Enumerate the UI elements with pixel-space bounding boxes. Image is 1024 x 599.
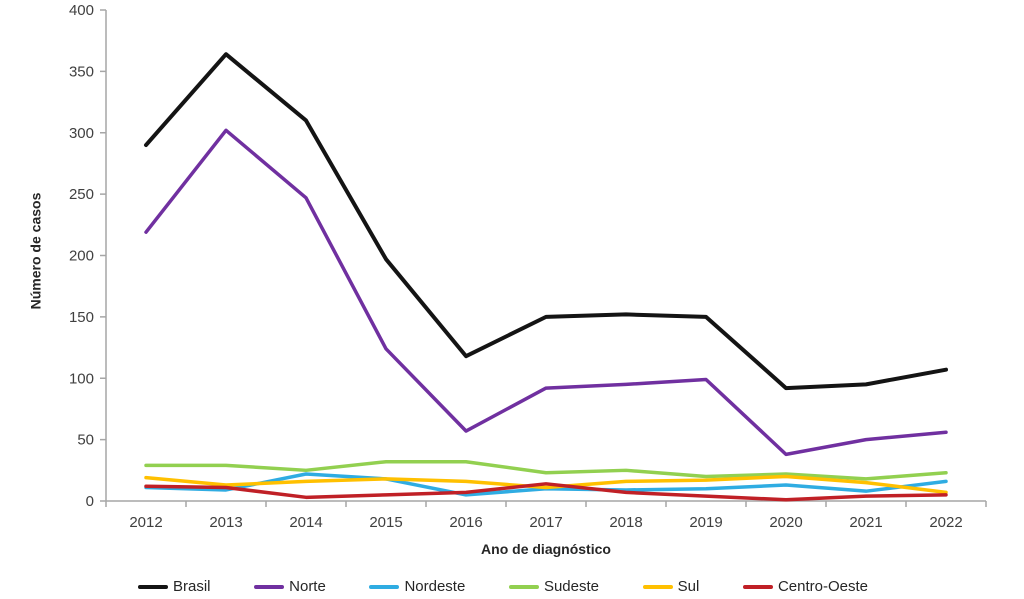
- legend-label: Norte: [289, 578, 326, 595]
- x-axis-title: Ano de diagnóstico: [481, 541, 611, 557]
- legend-swatch-icon: [254, 584, 285, 589]
- legend-label: Sudeste: [543, 578, 599, 595]
- legend-label: Brasil: [173, 578, 211, 595]
- series-line-norte: [144, 128, 948, 457]
- legend-item-sudeste[interactable]: Sudeste: [508, 578, 599, 595]
- series-line-sudeste: [144, 459, 948, 481]
- x-tick-label: 2014: [289, 514, 322, 531]
- y-tick-label: 250: [69, 186, 94, 203]
- legend-item-nordeste[interactable]: Nordeste: [369, 578, 465, 595]
- legend-swatch-icon: [508, 584, 539, 589]
- legend-item-sul[interactable]: Sul: [642, 578, 700, 595]
- x-tick-label: 2019: [689, 514, 722, 531]
- y-tick-label: 400: [69, 2, 94, 19]
- legend-item-centro-oeste[interactable]: Centro-Oeste: [742, 578, 868, 595]
- y-tick-label: 200: [69, 248, 94, 265]
- x-tick-label: 2013: [209, 514, 242, 531]
- x-tick-label: 2017: [529, 514, 562, 531]
- y-axis-title-text: Número de casos: [27, 192, 43, 309]
- legend-item-norte[interactable]: Norte: [254, 578, 326, 595]
- x-tick-label: 2022: [929, 514, 962, 531]
- y-tick-label: 0: [86, 493, 94, 510]
- y-tick-label: 300: [69, 125, 94, 142]
- y-axis-title: Número de casos: [24, 0, 46, 501]
- x-tick-label: 2012: [129, 514, 162, 531]
- x-tick-label: 2021: [849, 514, 882, 531]
- legend-swatch-icon: [369, 584, 400, 589]
- legend-swatch-icon: [742, 584, 773, 589]
- x-tick-label: 2015: [369, 514, 402, 531]
- series-line-sul: [144, 474, 948, 495]
- x-tick-label: 2020: [769, 514, 802, 531]
- legend-label: Sul: [677, 578, 700, 595]
- y-tick-label: 50: [77, 432, 94, 449]
- x-tick-label: 2016: [449, 514, 482, 531]
- y-tick-label: 100: [69, 370, 94, 387]
- legend-swatch-icon: [138, 584, 168, 589]
- legend-label: Nordeste: [404, 578, 466, 595]
- y-tick-label: 150: [69, 309, 94, 326]
- chart-legend: Brasil Norte Nordeste Sudeste Sul Centro-Oest…: [138, 578, 868, 595]
- series-line-centro-oeste: [144, 482, 948, 502]
- x-tick-label: 2018: [609, 514, 642, 531]
- legend-label: Centro-Oeste: [777, 578, 868, 595]
- y-tick-label: 350: [69, 63, 94, 80]
- legend-swatch-icon: [642, 584, 673, 589]
- series-line-brasil: [144, 52, 948, 391]
- legend-item-brasil[interactable]: Brasil: [138, 578, 211, 595]
